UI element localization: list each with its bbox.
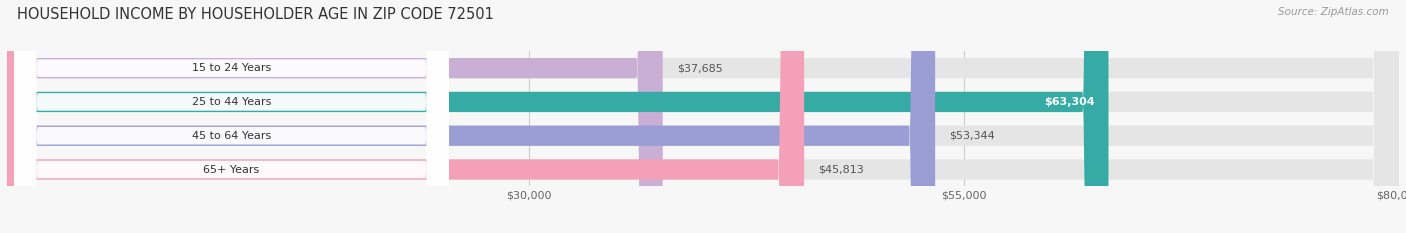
FancyBboxPatch shape	[14, 0, 449, 233]
FancyBboxPatch shape	[14, 0, 449, 233]
FancyBboxPatch shape	[7, 0, 662, 233]
Text: 25 to 44 Years: 25 to 44 Years	[191, 97, 271, 107]
Text: 65+ Years: 65+ Years	[204, 164, 260, 175]
FancyBboxPatch shape	[7, 0, 1399, 233]
Text: 15 to 24 Years: 15 to 24 Years	[191, 63, 271, 73]
Text: $63,304: $63,304	[1043, 97, 1094, 107]
FancyBboxPatch shape	[7, 0, 804, 233]
FancyBboxPatch shape	[7, 0, 1108, 233]
Text: HOUSEHOLD INCOME BY HOUSEHOLDER AGE IN ZIP CODE 72501: HOUSEHOLD INCOME BY HOUSEHOLDER AGE IN Z…	[17, 7, 494, 22]
FancyBboxPatch shape	[7, 0, 935, 233]
FancyBboxPatch shape	[14, 0, 449, 233]
FancyBboxPatch shape	[7, 0, 1399, 233]
Text: $37,685: $37,685	[676, 63, 723, 73]
Text: Source: ZipAtlas.com: Source: ZipAtlas.com	[1278, 7, 1389, 17]
Text: $45,813: $45,813	[818, 164, 863, 175]
Text: $53,344: $53,344	[949, 131, 995, 141]
Text: 45 to 64 Years: 45 to 64 Years	[191, 131, 271, 141]
FancyBboxPatch shape	[14, 0, 449, 233]
FancyBboxPatch shape	[7, 0, 1399, 233]
FancyBboxPatch shape	[7, 0, 1399, 233]
